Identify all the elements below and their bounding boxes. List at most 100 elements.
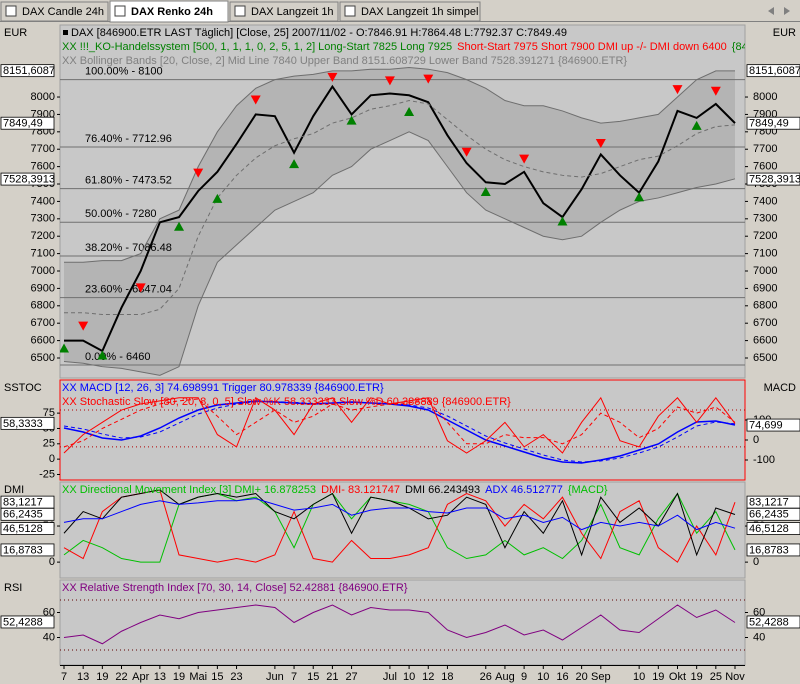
y-tick-label: 8000 xyxy=(31,91,55,103)
y2-axis-label: MACD xyxy=(764,382,796,394)
y-tick-label: 6500 xyxy=(753,352,777,364)
x-tick-label: Jun xyxy=(266,671,284,683)
value-box-label: 16,8783 xyxy=(3,544,43,556)
sell-signal xyxy=(135,283,146,293)
buy-signal xyxy=(404,106,415,116)
x-tick-label: Jul xyxy=(383,671,397,683)
value-box xyxy=(0,507,55,521)
fib-label: 76.40% - 7712.96 xyxy=(85,133,172,145)
legend-entry: ADX 46.512777 xyxy=(485,484,563,496)
sell-signal xyxy=(384,76,395,86)
legend-entry: XX Relative Strength Index [70, 30, 14, … xyxy=(62,582,408,594)
x-tick-label: 25 xyxy=(710,671,722,683)
x-tick-label: 12 xyxy=(422,671,434,683)
tab-label: DAX Candle 24h xyxy=(22,6,104,18)
legend-line: XX !!!_KO-Handelssystem [500, 1, 1, 1, 0… xyxy=(62,41,800,53)
pane: XX MACD [12, 26, 3] 74.698991 Trigger 80… xyxy=(0,379,800,481)
sell-signal xyxy=(78,321,89,331)
y-tick-label: 7700 xyxy=(753,143,777,155)
legend-line: XX Bollinger Bands [20, Close, 2] Mid Li… xyxy=(62,55,627,67)
value-box-label: 66,2435 xyxy=(3,509,43,521)
tab[interactable]: DAX Candle 24h xyxy=(0,1,109,22)
legend-entry: {846900.ETR} xyxy=(732,41,800,53)
series-line xyxy=(63,398,736,448)
tab-label: DAX Langzeit 1h xyxy=(251,6,334,18)
x-tick-label: 7 xyxy=(61,671,67,683)
scroll-left[interactable] xyxy=(768,7,774,15)
panes: 100.00% - 8100 76.40% - 7712.96 61.80% - 7… xyxy=(0,24,800,666)
y-tick-label: 7300 xyxy=(753,213,777,225)
x-tick-label: 21 xyxy=(326,671,338,683)
x-tick-label: 10 xyxy=(633,671,645,683)
tab[interactable]: DAX Langzeit 1h xyxy=(229,1,339,22)
y-tick-label: 6600 xyxy=(753,335,777,347)
y-tick-label: 60 xyxy=(43,606,55,618)
x-tick-label: Mai xyxy=(189,671,207,683)
tab[interactable]: DAX Renko 24h xyxy=(109,0,229,23)
legend-entry: XX Stochastic Slow [80, 20, 8, 0, 5] Slo… xyxy=(62,396,511,408)
pane: 100.00% - 8100 76.40% - 7712.96 61.80% - 7… xyxy=(0,24,800,379)
sell-signal xyxy=(519,154,530,164)
sell-signal xyxy=(672,85,683,95)
pane-background xyxy=(59,481,746,579)
x-tick-label: 16 xyxy=(556,671,568,683)
tab-label: DAX Langzeit 1h simpel xyxy=(361,6,478,18)
y-tick-label: 8000 xyxy=(753,91,777,103)
x-tick-label: Aug xyxy=(495,671,515,683)
scroll-right[interactable] xyxy=(784,7,790,15)
y-tick-label: 25 xyxy=(43,438,55,450)
sell-signal xyxy=(193,168,204,178)
y-axis-label: EUR xyxy=(4,27,27,39)
y-tick-label: 7400 xyxy=(31,195,55,207)
value-box xyxy=(746,116,800,130)
y-tick-label: 7100 xyxy=(31,248,55,260)
value-box xyxy=(0,416,55,430)
x-tick-label: Nov xyxy=(725,671,745,683)
buy-signal xyxy=(346,115,357,125)
value-box-label: 8151,6087 xyxy=(749,65,800,77)
y-tick-label: -25 xyxy=(39,468,55,480)
buy-signal xyxy=(60,343,69,353)
series-line xyxy=(63,131,736,376)
series-line xyxy=(63,489,736,557)
legend-entry: {MACD} xyxy=(568,484,608,496)
x-tick-label: 18 xyxy=(441,671,453,683)
y-tick-label: 75 xyxy=(43,407,55,419)
y-tick-label: 7000 xyxy=(753,265,777,277)
y-axis-label: DMI xyxy=(4,484,24,496)
tab-label: DAX Renko 24h xyxy=(131,6,213,18)
legend-entry: XX !!!_KO-Handelssystem [500, 1, 1, 1, 0… xyxy=(62,41,452,53)
value-box-label: 46,5128 xyxy=(749,523,789,535)
y-tick-label: 7600 xyxy=(753,161,777,173)
x-axis-area xyxy=(0,665,800,684)
buy-signal xyxy=(174,221,185,231)
y-tick-label: 7000 xyxy=(31,265,55,277)
y-tick-label: 6600 xyxy=(31,335,55,347)
value-box xyxy=(746,64,800,78)
series-line xyxy=(63,492,736,563)
legend-entry: DMI- 83.121747 xyxy=(321,484,400,496)
tab-icon xyxy=(234,5,246,17)
y-axis-label: SSTOC xyxy=(4,382,42,394)
series-line xyxy=(63,604,736,645)
x-tick-label: Okt xyxy=(669,671,686,683)
x-tick-label: 19 xyxy=(173,671,185,683)
value-box xyxy=(746,172,800,186)
series-line xyxy=(64,66,735,263)
series-line xyxy=(63,400,736,464)
buy-signal xyxy=(97,350,108,360)
y-tick-label: 7600 xyxy=(31,161,55,173)
y-tick-label: 6700 xyxy=(753,317,777,329)
pane: XX Directional Movement Index [3] DMI+ 1… xyxy=(0,481,800,579)
x-tick-label: 19 xyxy=(652,671,664,683)
pane: XX Relative Strength Index [70, 30, 14, … xyxy=(0,579,800,666)
value-box xyxy=(746,543,800,557)
x-tick-label: 10 xyxy=(537,671,549,683)
y-tick-label: -100 xyxy=(753,454,775,466)
legend-entry: XX Bollinger Bands [20, Close, 2] Mid Li… xyxy=(62,55,627,67)
x-tick-label: 20 xyxy=(576,671,588,683)
sell-signal xyxy=(461,147,472,157)
sell-signal xyxy=(250,95,261,105)
tab[interactable]: DAX Langzeit 1h simpel xyxy=(339,1,481,22)
